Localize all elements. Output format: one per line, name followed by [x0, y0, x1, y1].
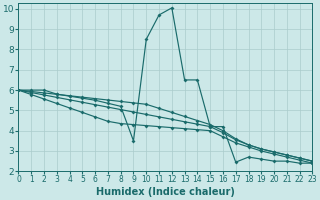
X-axis label: Humidex (Indice chaleur): Humidex (Indice chaleur) — [96, 187, 235, 197]
